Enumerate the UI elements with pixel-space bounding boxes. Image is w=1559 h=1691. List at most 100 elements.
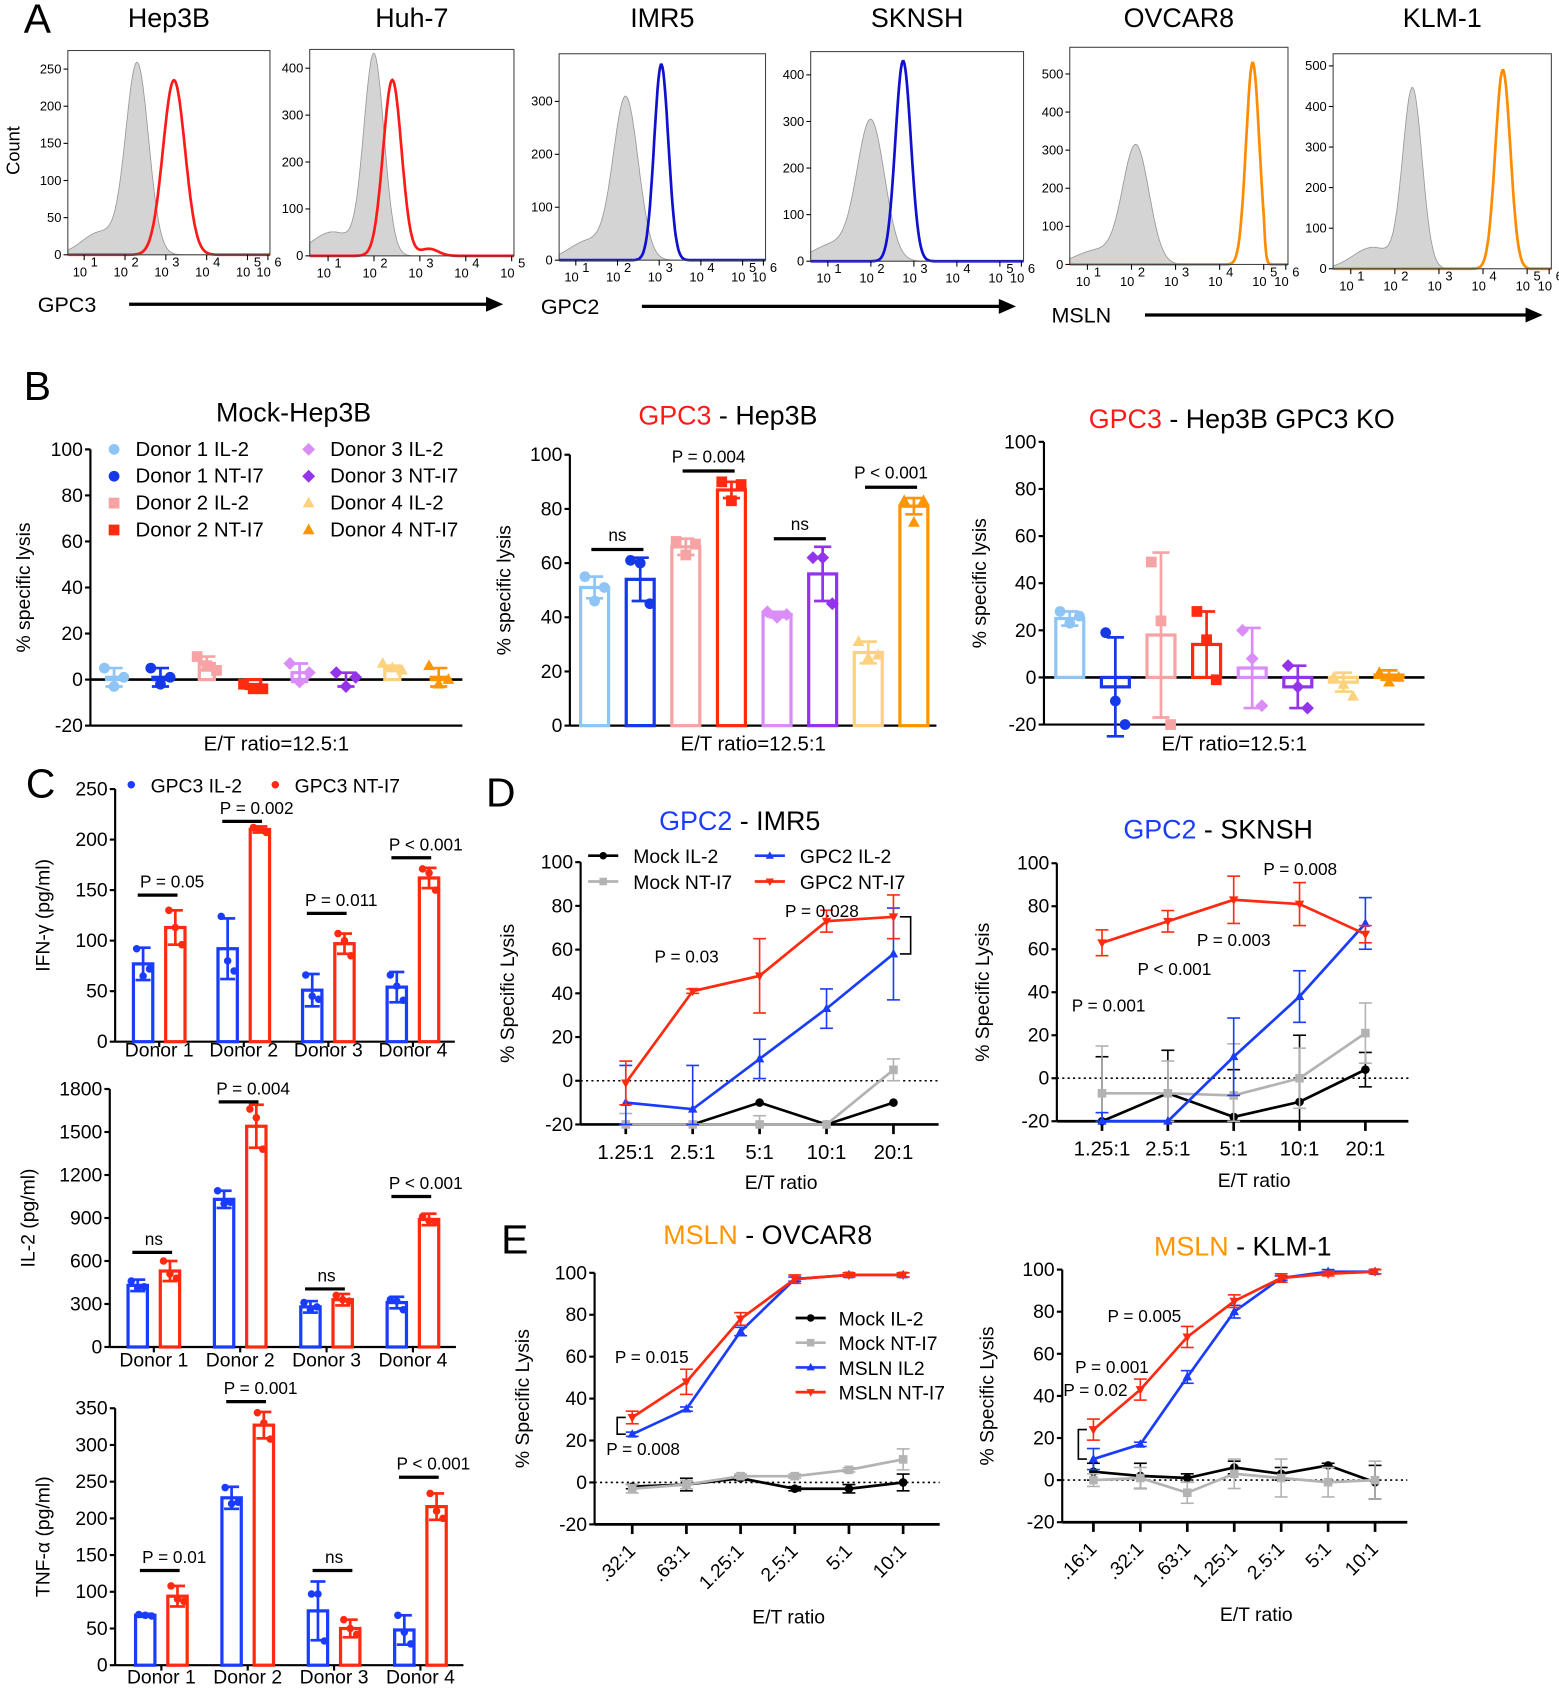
y-tick-label: 100 (555, 1262, 587, 1284)
data-point (249, 823, 258, 832)
data-point (1276, 1473, 1286, 1483)
title-target: MSLN (663, 1220, 738, 1250)
data-point (852, 635, 865, 646)
x-tick-exponent: 6 (1556, 269, 1559, 284)
control-histogram (1069, 144, 1288, 265)
data-point (1088, 1426, 1099, 1435)
y-tick-label: 200 (282, 154, 304, 169)
arrowhead-icon (486, 296, 504, 312)
data-point (690, 538, 701, 550)
bar (252, 1423, 276, 1667)
data-point (346, 1624, 354, 1633)
data-point (735, 1326, 746, 1335)
x-tick-label: 10 (902, 271, 916, 286)
data-point (145, 662, 157, 674)
stained-histogram (1069, 61, 1288, 266)
y-tick-label: 250 (75, 779, 107, 801)
p-value-annotation: P = 0.005 (1107, 1306, 1181, 1326)
title-cell-line: - SKNSH (1196, 815, 1312, 845)
y-tick-label: 400 (1305, 99, 1327, 114)
y-tick-label: 0 (54, 247, 61, 262)
y-tick-label: 20 (552, 1026, 574, 1048)
legend-label: Donor 3 NT-I7 (330, 466, 458, 488)
x-tick-label: 10 (454, 265, 468, 280)
data-point (431, 886, 440, 894)
data-point (407, 1640, 415, 1648)
arrowhead-icon (1525, 307, 1543, 323)
p-value-annotation: P = 0.03 (655, 947, 719, 967)
x-tick-exponent: 1 (91, 255, 98, 270)
legend-label: Donor 1 IL-2 (136, 439, 249, 461)
legend-item: Donor 1 NT-I7 (108, 466, 264, 488)
data-point (334, 929, 342, 938)
data-point (825, 597, 839, 611)
data-point (1088, 1453, 1099, 1463)
y-tick-label: 80 (566, 1304, 588, 1326)
data-point (308, 992, 316, 1000)
y-tick-label: -20 (1008, 714, 1036, 736)
data-point (140, 1283, 148, 1291)
x-tick-label: 10 (363, 265, 377, 280)
data-point (680, 549, 692, 561)
bar (245, 1124, 268, 1349)
legend-item: MSLN IL2 (795, 1358, 925, 1380)
x-tick-label: 10 (236, 264, 250, 279)
data-point (393, 1297, 401, 1305)
data-point (1191, 606, 1203, 617)
series-line (632, 1476, 904, 1491)
histogram-title: Huh-7 (375, 3, 448, 33)
x-axis-label: E/T ratio (752, 1606, 825, 1628)
x-tick-exponent: 3 (920, 261, 927, 276)
x-tick-label: 10 (1472, 278, 1486, 293)
bar (670, 545, 702, 728)
y-tick-label: 200 (40, 99, 62, 114)
significance-label: ns (608, 525, 626, 545)
data-point (108, 681, 120, 692)
y-axis-label: % specific lysis (494, 525, 516, 655)
x-tick-label: 10 (731, 270, 745, 285)
y-axis-label: % Specific Lysis (512, 1329, 534, 1468)
legend-label: Donor 2 NT-I7 (136, 519, 264, 541)
p-value-annotation: P = 0.028 (785, 901, 859, 921)
y-tick-label: 60 (1033, 1343, 1055, 1365)
data-point (425, 869, 433, 877)
data-point (1361, 1065, 1370, 1074)
data-point (313, 1303, 321, 1311)
data-point (735, 479, 747, 490)
data-point (145, 965, 154, 973)
data-point (687, 1104, 698, 1113)
title-cell-line: - KLM-1 (1229, 1232, 1332, 1262)
legend-marker-icon (108, 470, 120, 482)
data-point (1229, 1297, 1239, 1307)
data-point (386, 1295, 395, 1304)
legend-marker-icon (271, 780, 280, 789)
y-tick-label: 150 (75, 1545, 107, 1567)
x-axis-label: E/T ratio (745, 1172, 818, 1194)
data-point (627, 1484, 637, 1494)
x-tick-exponent: 4 (472, 256, 479, 271)
data-point (1228, 1051, 1239, 1061)
data-point (238, 678, 249, 690)
data-point (1135, 1386, 1146, 1395)
x-tick-label: .16:1 (1055, 1538, 1101, 1584)
data-point (386, 661, 399, 673)
x-tick-label: Donor 2 (213, 1666, 282, 1688)
p-value-annotation: P = 0.008 (606, 1439, 680, 1459)
y-tick-label: 80 (552, 895, 574, 917)
data-point (394, 1611, 402, 1620)
x-tick-label: 10 (1274, 274, 1288, 289)
y-axis-label: IFN-γ (pg/ml) (33, 859, 55, 972)
y-axis-label: IL-2 (pg/ml) (18, 1169, 40, 1268)
legend-item: Donor 4 NT-I7 (302, 519, 458, 541)
histogram-title: Hep3B (128, 3, 210, 33)
y-tick-label: 80 (1028, 896, 1050, 918)
title-cell-line: - Hep3B (711, 401, 817, 431)
x-tick-label: 10 (752, 270, 766, 285)
data-point (314, 1590, 322, 1598)
legend-marker-icon (806, 1314, 815, 1322)
significance-label: ns (145, 1229, 163, 1249)
data-point (201, 660, 213, 672)
data-point (821, 917, 832, 927)
data-point (376, 657, 389, 668)
